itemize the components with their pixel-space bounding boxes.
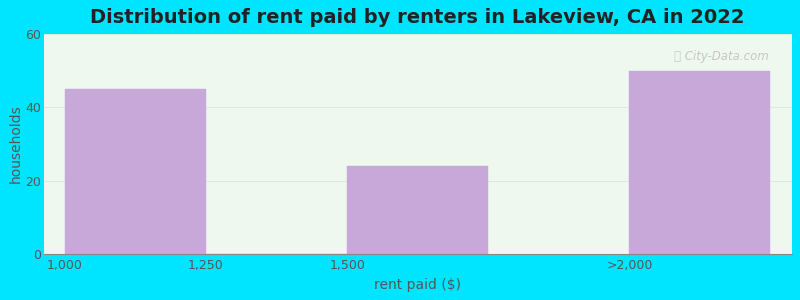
Bar [347, 166, 488, 254]
Title: Distribution of rent paid by renters in Lakeview, CA in 2022: Distribution of rent paid by renters in … [90, 8, 745, 27]
X-axis label: rent paid ($): rent paid ($) [374, 278, 462, 292]
Y-axis label: households: households [8, 105, 22, 183]
Bar [65, 89, 206, 254]
Bar [630, 71, 770, 254]
Text: Ⓢ City-Data.com: Ⓢ City-Data.com [674, 50, 770, 63]
